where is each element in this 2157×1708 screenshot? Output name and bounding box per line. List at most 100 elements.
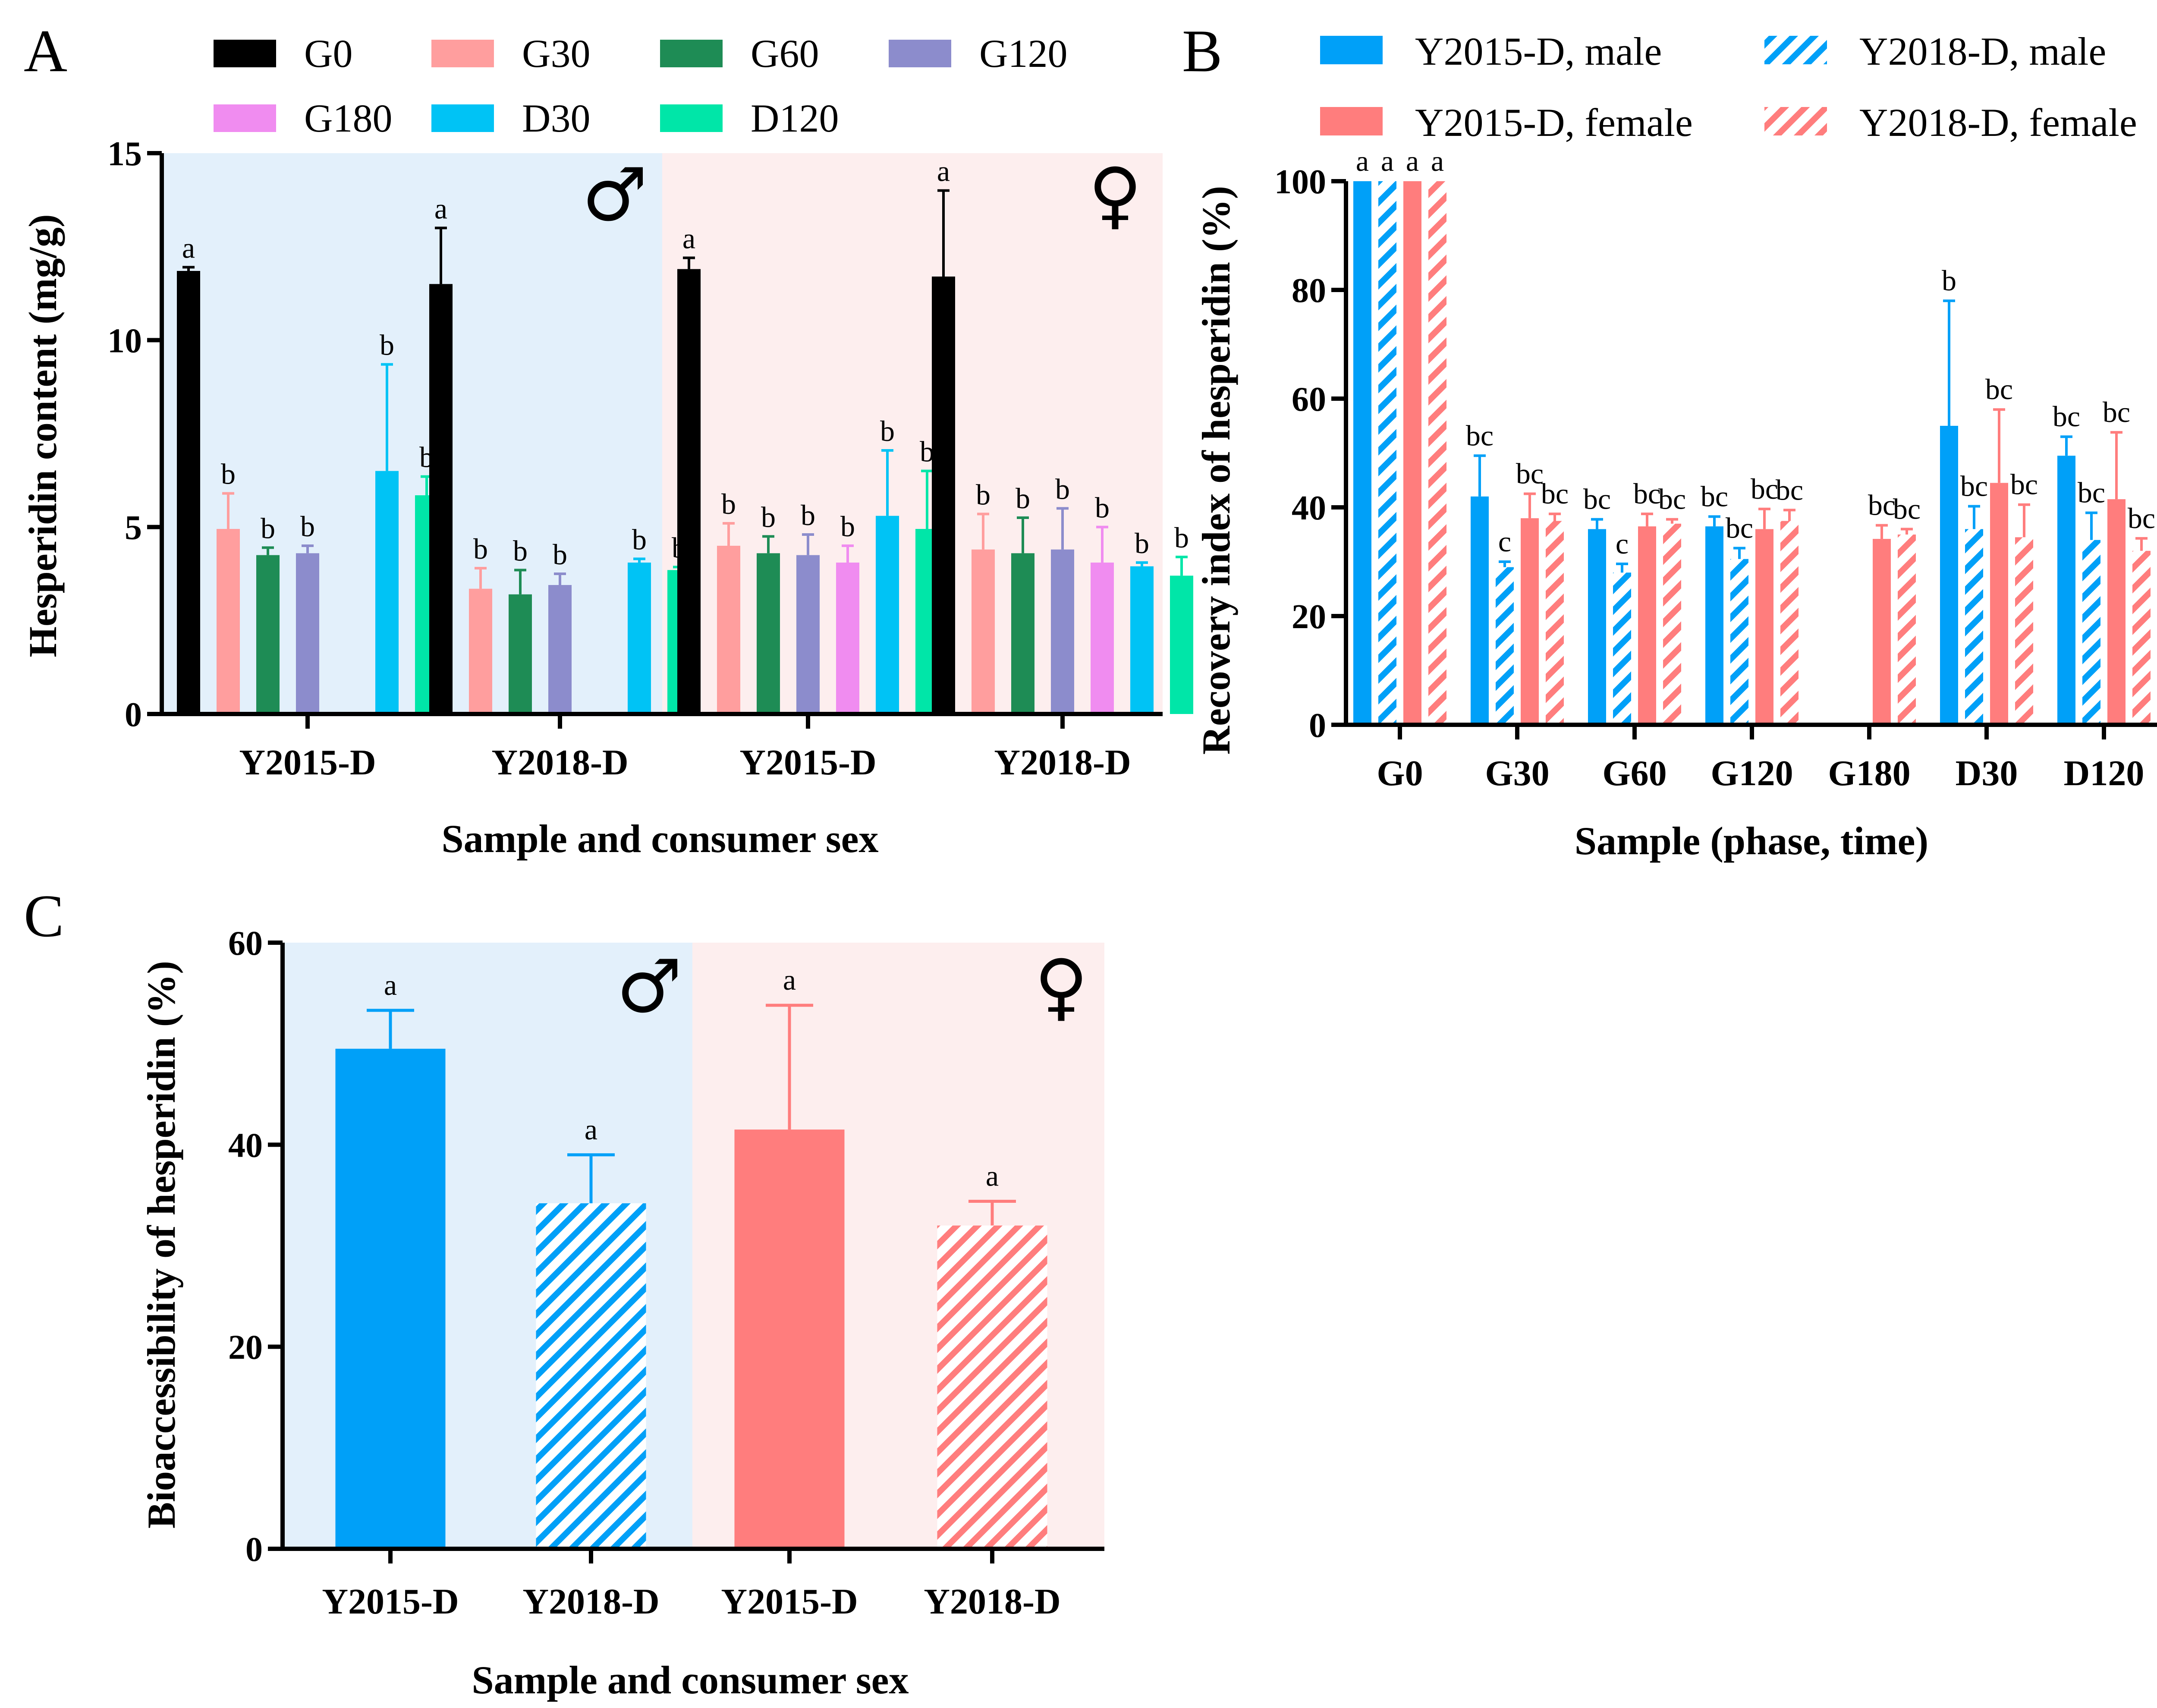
panel-b-legend: Y2015-D, male Y2018-D, male Y2015-D, femal…: [1320, 29, 2137, 145]
panel-a-female-background: [662, 153, 1163, 714]
bar-d30: [876, 516, 899, 714]
panel-b-y-tick-label: 40: [1292, 489, 1326, 527]
significance-label: b: [261, 512, 275, 544]
bar-male-hatched: [2082, 540, 2100, 725]
panel-b-category-label: G30: [1485, 753, 1549, 793]
legend-swatch-g30: [431, 40, 494, 67]
panel-a-x-axis-title: Sample and consumer sex: [442, 817, 879, 861]
bar-g30: [717, 546, 740, 714]
bar-g30: [972, 549, 995, 714]
bar-g30: [469, 588, 492, 714]
significance-label: c: [1616, 527, 1629, 560]
bar-female-hatched: [1663, 523, 1681, 725]
panel-c-category-label: Y2015-D: [322, 1582, 459, 1622]
panel-b-category-label: G120: [1711, 753, 1793, 793]
panel-b-y-tick-label: 20: [1292, 598, 1326, 636]
panel-b-category-label: D30: [1956, 753, 2018, 793]
significance-label: bc: [1658, 483, 1686, 516]
bar-female-hatched: [1780, 521, 1799, 725]
bar-male-solid: [1588, 529, 1606, 725]
legend-label: Y2018-D, female: [1859, 101, 2137, 145]
panel-c-y-tick-label: 20: [228, 1329, 263, 1367]
panel-c-y-axis-title: Bioaccessibility of hesperidin (%): [139, 961, 183, 1529]
significance-label: b: [976, 478, 990, 511]
bar-d30: [628, 563, 651, 714]
legend-swatch-male-solid: [1320, 36, 1383, 64]
panel-b-y-tick-label: 100: [1274, 163, 1326, 201]
significance-label: a: [937, 155, 950, 188]
bar-g0: [429, 284, 453, 714]
legend-swatch-g0: [214, 40, 276, 67]
bar-female-solid: [1873, 539, 1891, 725]
significance-label: bc: [1893, 492, 1921, 525]
significance-label: b: [761, 500, 776, 533]
panel-a-label: A: [24, 18, 67, 85]
significance-label: bc: [1776, 473, 1803, 506]
significance-label: bc: [2078, 476, 2105, 509]
panel-a-legend: G0 G30 G60 G120 G180 D30 D120: [214, 31, 1067, 140]
significance-label: b: [221, 458, 236, 491]
panel-c-category-label: Y2018-D: [522, 1582, 659, 1622]
legend-swatch-g60: [660, 40, 723, 67]
significance-label: a: [434, 192, 447, 225]
significance-label: a: [1431, 145, 1444, 177]
significance-label: b: [473, 532, 488, 565]
panel-b-y-tick-label: 80: [1292, 272, 1326, 310]
panel-b-x-axis-title: Sample (phase, time): [1575, 819, 1928, 863]
panel-b-y-tick-label: 0: [1309, 707, 1326, 745]
significance-label: b: [632, 523, 647, 556]
bar-female-solid: [2107, 499, 2126, 725]
legend-label: Y2015-D, female: [1415, 101, 1693, 145]
panel-b-category-label: G0: [1377, 753, 1423, 793]
legend-swatch-g120: [889, 40, 951, 67]
panel-a-y-tick-label: 15: [107, 135, 142, 173]
bar-g0: [177, 271, 200, 714]
legend-label-d30: D30: [522, 96, 590, 140]
bar-d30: [375, 471, 399, 714]
bar-female-hatched: [937, 1225, 1047, 1549]
panel-c-y-tick-label: 0: [245, 1531, 263, 1569]
significance-label: b: [840, 510, 855, 543]
bar-male-hatched: [1730, 559, 1748, 725]
significance-label: b: [1942, 264, 1956, 297]
bar-male-solid: [335, 1048, 446, 1549]
bar-female-solid: [1755, 529, 1773, 725]
significance-label: bc: [1516, 457, 1544, 490]
significance-label: a: [182, 231, 195, 264]
bar-d30: [1130, 566, 1154, 714]
legend-swatch-g180: [214, 104, 276, 132]
significance-label: b: [553, 538, 567, 571]
significance-label: bc: [1541, 477, 1569, 510]
panel-b-category-label: G60: [1602, 753, 1666, 793]
bar-male-solid: [1353, 181, 1371, 725]
significance-label: a: [1406, 145, 1419, 177]
bar-g120: [296, 553, 319, 714]
bar-g120: [1051, 549, 1074, 714]
panel-a-y-tick-label: 5: [125, 509, 142, 547]
legend-label: Y2015-D, male: [1415, 29, 1662, 73]
significance-label: bc: [1726, 512, 1753, 544]
significance-label: b: [1174, 521, 1189, 554]
significance-label: a: [682, 222, 695, 255]
bar-male-solid: [1471, 496, 1489, 725]
bar-male-hatched: [536, 1203, 646, 1549]
bar-female-solid: [1521, 518, 1539, 725]
significance-label: bc: [1633, 477, 1661, 510]
legend-label-g0: G0: [304, 31, 352, 75]
significance-label: a: [783, 963, 796, 996]
panel-a-male-background: [162, 153, 662, 714]
panel-b-y-axis-title: Recovery index of hesperidin (%): [1194, 186, 1238, 755]
significance-label: bc: [1985, 373, 2013, 406]
panel-b-chart: B Y2015-D, male Y2018-D, male Y2015-D, fem…: [1182, 18, 2157, 863]
panel-a-y-axis-title: Hesperidin content (mg/g): [21, 214, 65, 657]
significance-label: bc: [1868, 489, 1896, 522]
panel-c-y-tick-label: 60: [228, 925, 263, 963]
female-symbol-icon: ♀: [1034, 944, 1088, 1029]
bar-female-hatched: [1898, 535, 1916, 725]
significance-label: a: [986, 1159, 999, 1192]
bar-g0: [932, 277, 955, 714]
bar-male-hatched: [1613, 572, 1631, 725]
panel-b-category-label: G180: [1828, 753, 1910, 793]
bar-g60: [509, 594, 532, 714]
